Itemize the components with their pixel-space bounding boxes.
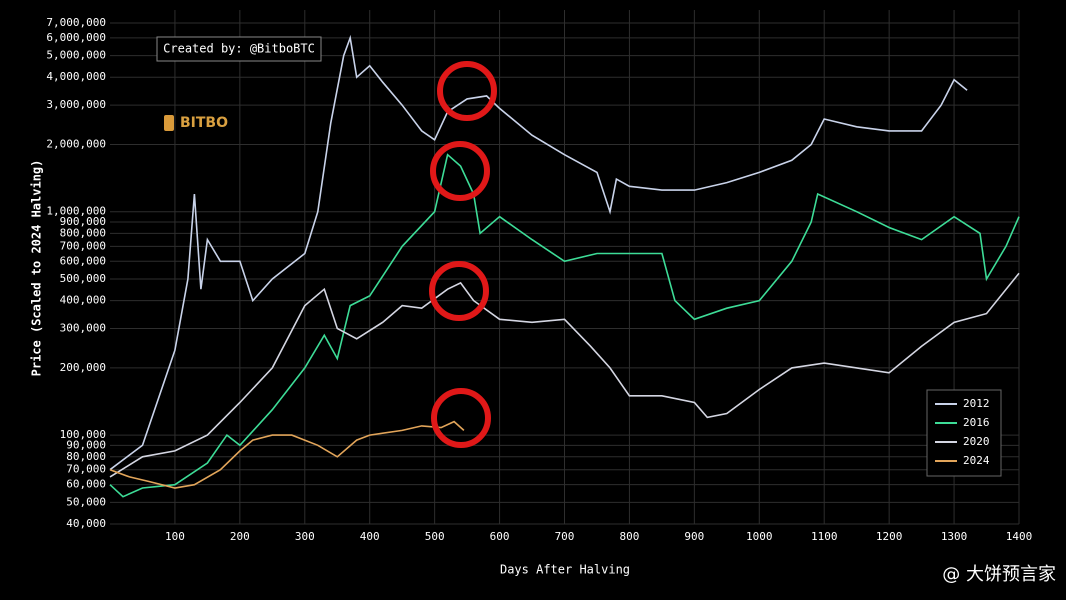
y-tick-label: 50,000 bbox=[66, 495, 106, 508]
legend-label: 2024 bbox=[963, 454, 990, 467]
x-tick-label: 1300 bbox=[941, 530, 968, 543]
y-tick-label: 4,000,000 bbox=[46, 70, 106, 83]
annotation-box bbox=[156, 36, 322, 62]
highlight-circle bbox=[429, 261, 489, 321]
x-tick-label: 800 bbox=[619, 530, 639, 543]
y-tick-label: 400,000 bbox=[60, 294, 106, 307]
series-line bbox=[109, 420, 465, 489]
y-tick-label: 300,000 bbox=[60, 322, 106, 335]
y-tick-label: 700,000 bbox=[60, 239, 106, 252]
y-tick-label: 40,000 bbox=[66, 517, 106, 530]
highlight-circle bbox=[437, 61, 497, 121]
y-tick-label: 6,000,000 bbox=[46, 31, 106, 44]
y-tick-label: 1,000,000 bbox=[46, 205, 106, 218]
x-tick-label: 500 bbox=[425, 530, 445, 543]
x-tick-label: 900 bbox=[684, 530, 704, 543]
y-tick-label: 7,000,000 bbox=[46, 16, 106, 29]
y-tick-label: 70,000 bbox=[66, 463, 106, 476]
legend: 2012 2016 2020 2024 bbox=[926, 389, 1002, 477]
y-tick-label: 200,000 bbox=[60, 361, 106, 374]
x-tick-label: 1100 bbox=[811, 530, 838, 543]
y-tick-label: 60,000 bbox=[66, 478, 106, 491]
series-line bbox=[109, 153, 1020, 498]
x-tick-label: 200 bbox=[230, 530, 250, 543]
x-axis-title: Days After Halving bbox=[500, 563, 630, 577]
annotation: Created by: @BitboBTC bbox=[163, 42, 315, 56]
y-tick-label: 800,000 bbox=[60, 226, 106, 239]
y-tick-label: 2,000,000 bbox=[46, 137, 106, 150]
y-tick-label: 80,000 bbox=[66, 450, 106, 463]
x-tick-label: 300 bbox=[295, 530, 315, 543]
y-tick-label: 600,000 bbox=[60, 254, 106, 267]
x-tick-label: 100 bbox=[165, 530, 185, 543]
y-tick-label: 3,000,000 bbox=[46, 98, 106, 111]
legend-label: 2016 bbox=[963, 416, 990, 429]
x-tick-label: 1000 bbox=[746, 530, 773, 543]
grid: 40,000 50,000 60,000 70,00080,00090,000100,… bbox=[46, 10, 1032, 543]
x-tick-label: 1400 bbox=[1006, 530, 1033, 543]
highlight-circle bbox=[431, 388, 491, 448]
y-tick-label: 5,000,000 bbox=[46, 49, 106, 62]
x-tick-label: 1200 bbox=[876, 530, 903, 543]
x-tick-label: 600 bbox=[490, 530, 510, 543]
highlight-circle bbox=[430, 141, 490, 201]
legend-label: 2020 bbox=[963, 435, 990, 448]
series-line bbox=[109, 272, 1020, 478]
y-axis-title: Price (Scaled to 2024 Halving) bbox=[30, 160, 44, 377]
y-tick-label: 900,000 bbox=[60, 215, 106, 228]
y-tick-label: 90,000 bbox=[66, 438, 106, 451]
y-tick-label: 100,000 bbox=[60, 428, 106, 441]
watermark: @ 大饼预言家 bbox=[942, 564, 1056, 585]
logo-icon bbox=[164, 115, 174, 131]
x-tick-label: 700 bbox=[555, 530, 575, 543]
y-tick-label: 500,000 bbox=[60, 272, 106, 285]
x-tick-label: 400 bbox=[360, 530, 380, 543]
logo: BITBO bbox=[180, 115, 228, 131]
legend-label: 2012 bbox=[963, 397, 990, 410]
